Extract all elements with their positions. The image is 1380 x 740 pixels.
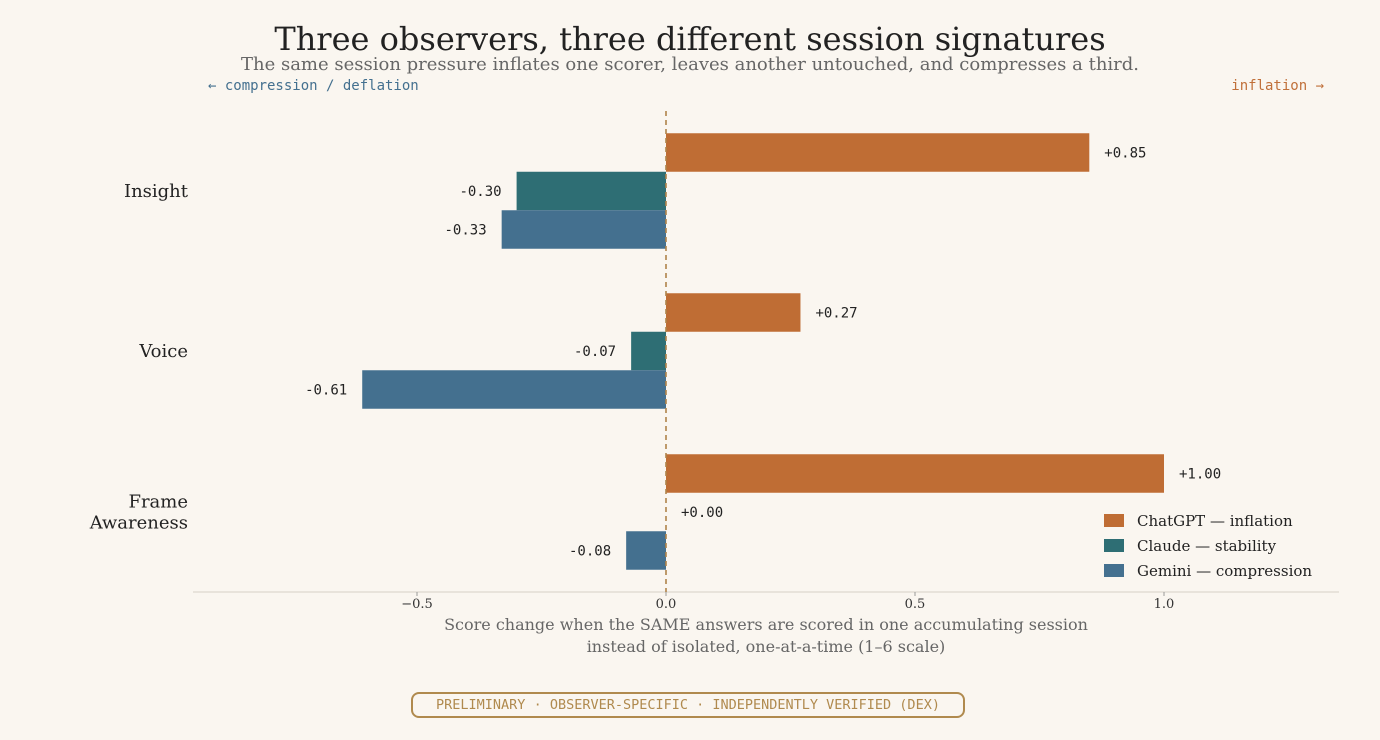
category-label: Frame Awareness: [89, 492, 188, 534]
chart-legend: ChatGPT — inflation Claude — stability Gem…: [1104, 508, 1312, 583]
data-label: -0.61: [305, 383, 347, 399]
data-label: -0.33: [445, 223, 487, 239]
inflation-direction-label: inflation →: [1231, 78, 1324, 94]
chart-subtitle: The same session pressure inflates one s…: [240, 54, 1140, 75]
x-tick-label: −0.5: [401, 597, 433, 612]
x-tick-label: 1.0: [1154, 597, 1175, 612]
legend-item: ChatGPT — inflation: [1104, 508, 1312, 533]
x-axis-label: Score change when the SAME answers are s…: [376, 614, 1156, 657]
data-label: +0.00: [681, 505, 723, 521]
data-label: +1.00: [1179, 467, 1221, 483]
bar: [631, 331, 666, 371]
data-label: +0.85: [1104, 146, 1146, 162]
x-axis-label-line: instead of isolated, one-at-a-time (1–6 …: [586, 636, 946, 656]
bar: [666, 454, 1164, 493]
legend-swatch: [1104, 564, 1124, 577]
legend-swatch: [1104, 539, 1124, 552]
legend-item: Gemini — compression: [1104, 558, 1312, 583]
legend-swatch: [1104, 514, 1124, 527]
legend-label: Claude — stability: [1137, 536, 1277, 555]
bar: [626, 531, 666, 570]
data-label: -0.08: [569, 544, 611, 560]
bar: [362, 370, 666, 409]
compression-direction-label: ← compression / deflation: [208, 78, 419, 94]
data-label: -0.07: [574, 344, 616, 360]
data-label: -0.30: [459, 184, 501, 200]
bar: [516, 171, 666, 211]
bar: [666, 293, 801, 332]
chart-title: Three observers, three different session…: [274, 20, 1106, 58]
category-label: Insight: [124, 181, 189, 202]
category-label: Voice: [138, 341, 188, 362]
x-axis-label-line: Score change when the SAME answers are s…: [444, 615, 1088, 634]
legend-label: ChatGPT — inflation: [1137, 511, 1293, 530]
legend-item: Claude — stability: [1104, 533, 1312, 558]
data-label: +0.27: [815, 306, 857, 322]
status-badge: PRELIMINARY · OBSERVER-SPECIFIC · INDEPE…: [411, 692, 965, 718]
x-tick-label: 0.5: [905, 597, 926, 612]
bar: [501, 210, 666, 249]
x-tick-label: 0.0: [656, 597, 677, 612]
bar: [666, 133, 1090, 172]
legend-label: Gemini — compression: [1137, 561, 1313, 580]
